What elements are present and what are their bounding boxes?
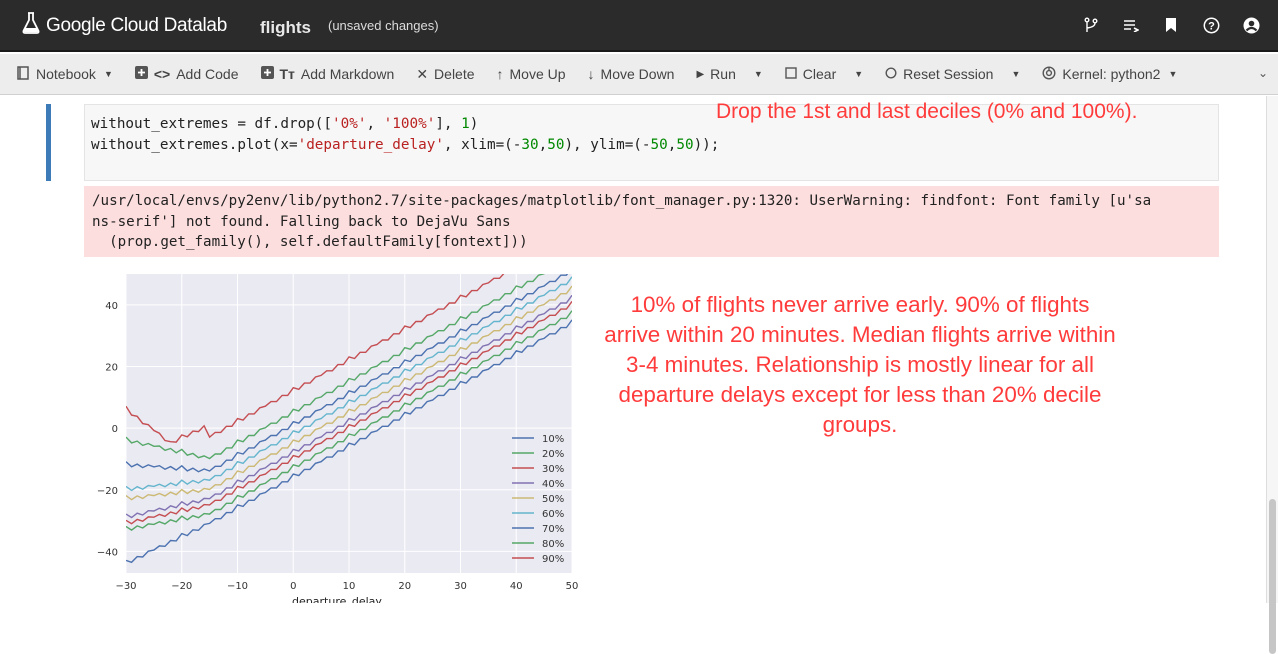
x-tick-label: 50 [566,581,579,592]
legend-label: 40% [542,479,564,490]
text-format-icon: Tт [279,66,295,82]
arrow-down-icon: ↓ [587,66,595,82]
top-bar: Google Cloud Datalab flights (unsaved ch… [0,0,1278,52]
line-chart: −30 −20 −10 0 10 20 30 40 50 −40 −20 0 20 40 departure… [97,274,579,603]
annotation-note-2: 10% of flights never arrive early. 90% o… [604,292,1116,437]
clear-label: Clear [802,66,837,82]
add-markdown-button[interactable]: Tт Add Markdown [260,66,395,82]
x-tick-label: −20 [171,581,192,592]
delete-label: Delete [434,66,475,82]
x-tick-label: 40 [510,581,523,592]
y-tick-label: −20 [97,486,118,497]
x-tick-label: −10 [227,581,248,592]
series-line-60pct [126,276,572,492]
play-icon: ▶ [696,68,705,80]
series-line-90pct [126,274,505,443]
y-tick-label: 40 [105,301,118,312]
legend-label: 20% [542,449,564,460]
top-icons: ? [1082,16,1260,34]
circle-icon [885,66,897,82]
y-tick-label: −40 [97,547,118,558]
kernel-label: Kernel: python2 [1062,66,1161,82]
legend-label: 30% [542,464,564,475]
brand-name: Google Cloud Datalab [46,14,227,36]
notebook-name[interactable]: flights [260,18,311,37]
run-label: Run [710,66,736,82]
brand[interactable]: Google Cloud Datalab [22,12,227,39]
add-code-button[interactable]: <> Add Code [134,66,239,82]
legend-label: 60% [542,509,564,520]
caret-down-icon[interactable]: ▼ [854,69,864,79]
plus-box-icon [260,66,274,82]
series-line-30pct [126,300,572,525]
x-tick-label: 0 [290,581,296,592]
code-brackets-icon: <> [153,66,171,82]
account-icon[interactable] [1242,16,1260,34]
legend-label: 90% [542,554,564,565]
kernel-menu[interactable]: Kernel: python2 ▼ [1042,65,1178,83]
flask-icon [22,12,40,39]
list-icon[interactable] [1122,16,1140,34]
toolbar: Notebook ▼ <> Add Code Tт Add Markdown ✕… [0,54,1278,95]
move-up-label: Move Up [509,66,566,82]
series-line-10pct [126,319,572,564]
svg-text:?: ? [1208,20,1215,32]
save-status: (unsaved changes) [328,18,439,33]
x-tick-label: 10 [343,581,356,592]
x-tick-label: −30 [115,581,136,592]
delete-button[interactable]: ✕ Delete [416,66,474,83]
y-tick-label: 20 [105,362,118,373]
close-icon: ✕ [416,65,429,82]
series-line-20pct [126,310,572,531]
branch-icon[interactable] [1082,16,1100,34]
annotation-note: Drop the 1st and last deciles (0% and 10… [716,100,1138,123]
code-editor[interactable]: without_extremes = df.drop(['0%', '100%'… [91,116,720,153]
code-cell[interactable]: without_extremes = df.drop(['0%', '100%'… [84,104,1219,181]
plus-box-icon [134,66,148,82]
move-down-label: Move Down [600,66,675,82]
notebook-icon [16,65,30,83]
scroll-thumb[interactable] [1269,499,1276,654]
stderr-text: /usr/local/envs/py2env/lib/python2.7/sit… [92,193,1152,250]
notebook-menu[interactable]: Notebook ▼ [16,65,113,83]
caret-down-icon[interactable]: ▼ [1011,69,1021,79]
add-markdown-label: Add Markdown [300,66,395,82]
clear-button[interactable]: Clear ▼ [785,66,863,82]
reset-session-label: Reset Session [903,66,994,82]
bookmark-icon[interactable] [1162,16,1180,34]
move-up-button[interactable]: ↑ Move Up [497,66,566,82]
stderr-output: /usr/local/envs/py2env/lib/python2.7/sit… [84,186,1219,257]
chevron-down-icon[interactable]: ⌄ [1257,66,1268,80]
x-tick-label: 20 [398,581,411,592]
scrollbar[interactable] [1266,96,1278,654]
series-line-40pct [126,294,572,519]
run-button[interactable]: ▶ Run ▼ [696,66,762,82]
x-axis-label: departure_delay [292,595,382,603]
caret-down-icon[interactable]: ▼ [753,69,763,79]
kernel-icon [1042,65,1056,83]
caret-down-icon: ▼ [1168,69,1178,79]
cell-selection-bar [46,104,51,181]
help-icon[interactable]: ? [1202,16,1220,34]
arrow-up-icon: ↑ [496,66,504,82]
move-down-button[interactable]: ↓ Move Down [588,66,675,82]
reset-session-button[interactable]: Reset Session ▼ [885,66,1020,82]
legend-label: 70% [542,524,564,535]
add-code-label: Add Code [176,66,239,82]
legend-label: 10% [542,434,564,445]
legend-label: 50% [542,494,564,505]
y-tick-label: 0 [112,424,118,435]
series-line-70pct [126,274,569,473]
legend-label: 80% [542,539,564,550]
series-line-50pct [126,285,572,501]
x-tick-label: 30 [454,581,467,592]
series-line-80pct [126,274,545,460]
notebook-menu-label: Notebook [36,66,96,82]
caret-down-icon: ▼ [103,69,113,79]
square-icon [785,66,797,82]
